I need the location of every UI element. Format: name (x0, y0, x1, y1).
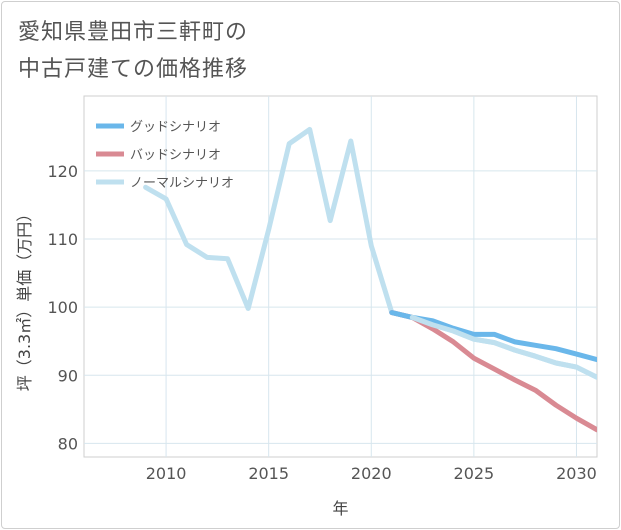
series-line-0 (389, 310, 597, 363)
x-tick-label: 2025 (454, 464, 495, 483)
chart-title: 愛知県豊田市三軒町の 中古戸建ての価格推移 (18, 14, 248, 88)
x-tick-label: 2010 (146, 464, 187, 483)
y-tick-label: 120 (47, 162, 78, 181)
legend-label: ノーマルシナリオ (130, 176, 234, 191)
tick-layer: 2010 2015 2020 2025 2030 80 90 100 110 120 (47, 162, 596, 483)
title-line-1: 愛知県豊田市三軒町の (18, 20, 249, 45)
x-axis-title: 年 (332, 499, 348, 518)
y-tick-label: 80 (58, 434, 78, 453)
y-tick-label: 110 (47, 230, 78, 249)
grid-layer (83, 95, 598, 458)
y-tick-label: 100 (47, 298, 78, 317)
series-line-1 (389, 310, 597, 433)
title-line-2: 中古戸建ての価格推移 (18, 57, 249, 82)
legend-label: グッドシナリオ (130, 120, 221, 135)
legend-label: バッドシナリオ (130, 148, 221, 163)
series-layer (143, 126, 597, 433)
y-axis-title: 坪（3.3㎡）単価（万円） (15, 206, 34, 391)
plot-area (83, 95, 598, 458)
series-line-normal-forecast (409, 314, 597, 380)
y-tick-label: 90 (58, 366, 78, 385)
x-tick-label: 2020 (351, 464, 392, 483)
x-tick-label: 2015 (248, 464, 289, 483)
x-tick-label: 2030 (556, 464, 597, 483)
